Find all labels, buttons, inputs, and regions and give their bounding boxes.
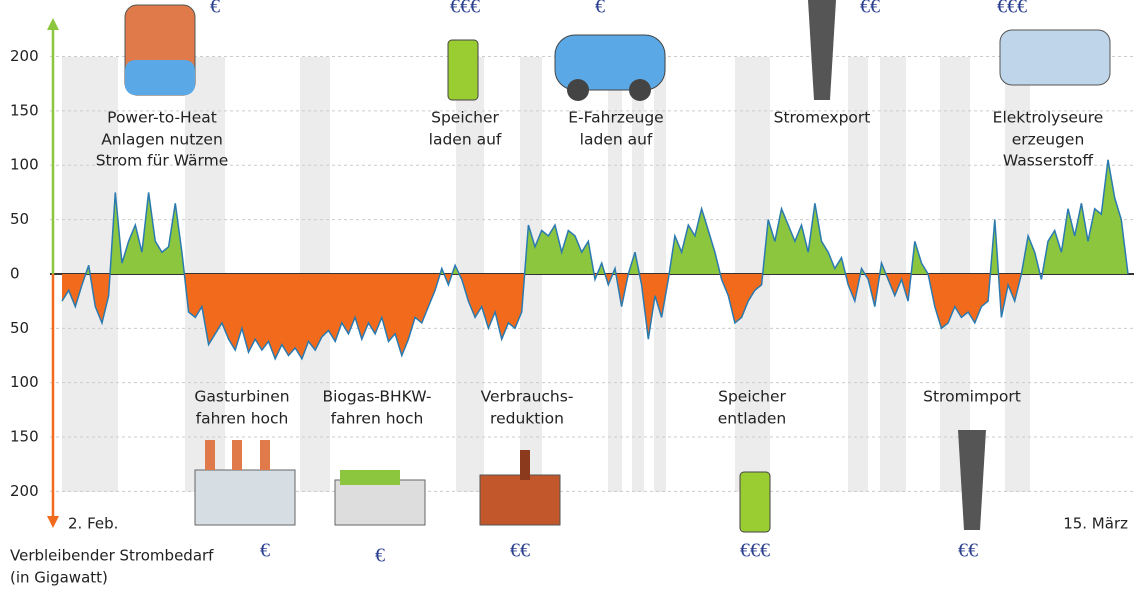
x-label: 15. März [1063,515,1128,533]
cost-label: €€ [860,0,880,18]
annotation: Speicher [431,109,499,127]
y-tick-label: 200 [10,482,39,500]
cost-label: € [375,545,385,567]
annotation: Power-to-Heat [107,109,217,127]
y-tick-label: 100 [10,373,39,391]
y-tick-label: 200 [10,47,39,65]
cost-label: €€ [958,540,978,562]
annotation: Stromimport [923,388,1021,406]
annotation: reduktion [490,410,564,428]
cost-label: € [595,0,605,18]
line [61,159,1129,361]
y-tick-label: 100 [10,156,39,174]
axis-title: (in Gigawatt) [10,569,108,587]
annotation: laden auf [429,131,502,149]
area-negative [62,274,1128,359]
annotation: Elektrolyseure [993,109,1104,127]
cost-label: €€€ [450,0,480,18]
axis-title: Verbleibender Strombedarf [10,547,214,565]
annotation: E-Fahrzeuge [568,109,663,127]
x-label: 2. Feb. [68,515,118,533]
annotation: fahren hoch [196,410,289,428]
cost-label: €€€ [740,540,770,562]
arrow-head [47,516,59,528]
annotation: Strom für Wärme [96,152,229,170]
annotation: Speicher [718,388,786,406]
cost-label: €€€ [997,0,1027,18]
icons [124,0,1111,533]
annotation: Verbrauchs- [481,388,574,406]
annotation: fahren hoch [331,410,424,428]
annotation: Biogas-BHKW- [322,388,431,406]
y-tick-label: 50 [10,319,29,337]
annotation: Anlagen nutzen [101,131,223,149]
cost-label: €€ [510,540,530,562]
area-positive [62,159,1128,274]
arrow-head [47,18,59,30]
annotation: erzeugen [1012,131,1085,149]
cost-label: € [260,540,270,562]
y-tick-label: 50 [10,210,29,228]
annotation: entladen [718,410,786,428]
annotation: Gasturbinen [194,388,289,406]
cost-label: € [210,0,220,18]
annotation: Wasserstoff [1003,152,1094,170]
y-tick-label: 150 [10,428,39,446]
y-tick-label: 0 [10,264,20,282]
y-tick-label: 150 [10,101,39,119]
annotation: Stromexport [774,109,871,127]
annotation: laden auf [580,131,653,149]
